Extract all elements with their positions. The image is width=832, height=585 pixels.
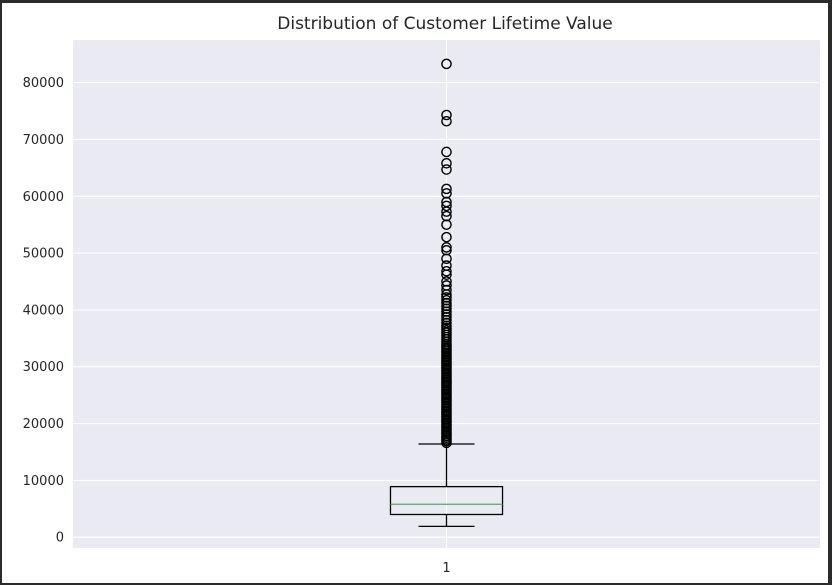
outlier-point	[441, 164, 452, 175]
outlier-point	[441, 280, 452, 291]
outlier-point	[441, 265, 452, 277]
outlier-point	[441, 210, 452, 222]
plot-area: 0 10000 20000 30000 40000 50000 60000 70000 8000…	[23, 40, 820, 576]
y-tick-label: 0	[56, 531, 64, 546]
y-tick-label: 50000	[23, 247, 64, 262]
y-tick-label: 40000	[23, 303, 64, 318]
x-tick-label: 1	[442, 561, 450, 576]
outlier-point	[441, 200, 452, 212]
outlier-point	[441, 115, 452, 127]
outlier-point	[441, 58, 452, 70]
y-tick-label: 80000	[23, 76, 64, 91]
outlier-point	[441, 244, 452, 256]
y-tick-label: 20000	[23, 417, 64, 432]
outlier-point	[441, 188, 452, 199]
outlier-point	[441, 292, 452, 303]
outlier-point	[441, 109, 452, 121]
outlier-point	[441, 231, 452, 243]
chart-title: Distribution of Customer Lifetime Value	[277, 14, 612, 34]
chart-figure: Distribution of Customer Lifetime Value …	[2, 3, 828, 583]
outlier-point	[441, 183, 452, 195]
outlier-point	[441, 276, 452, 287]
outlier-point	[441, 158, 452, 169]
iqr-box	[389, 485, 504, 516]
y-tick-label: 10000	[23, 474, 64, 489]
outlier-point	[441, 242, 452, 253]
boxplot-chart: Distribution of Customer Lifetime Value …	[23, 14, 820, 576]
y-tick-label: 60000	[23, 190, 64, 205]
outlier-point	[441, 260, 452, 271]
outlier-point	[441, 294, 452, 306]
y-tick-label: 70000	[23, 133, 64, 148]
y-tick-label: 30000	[23, 360, 64, 375]
outlier-point	[441, 146, 452, 158]
